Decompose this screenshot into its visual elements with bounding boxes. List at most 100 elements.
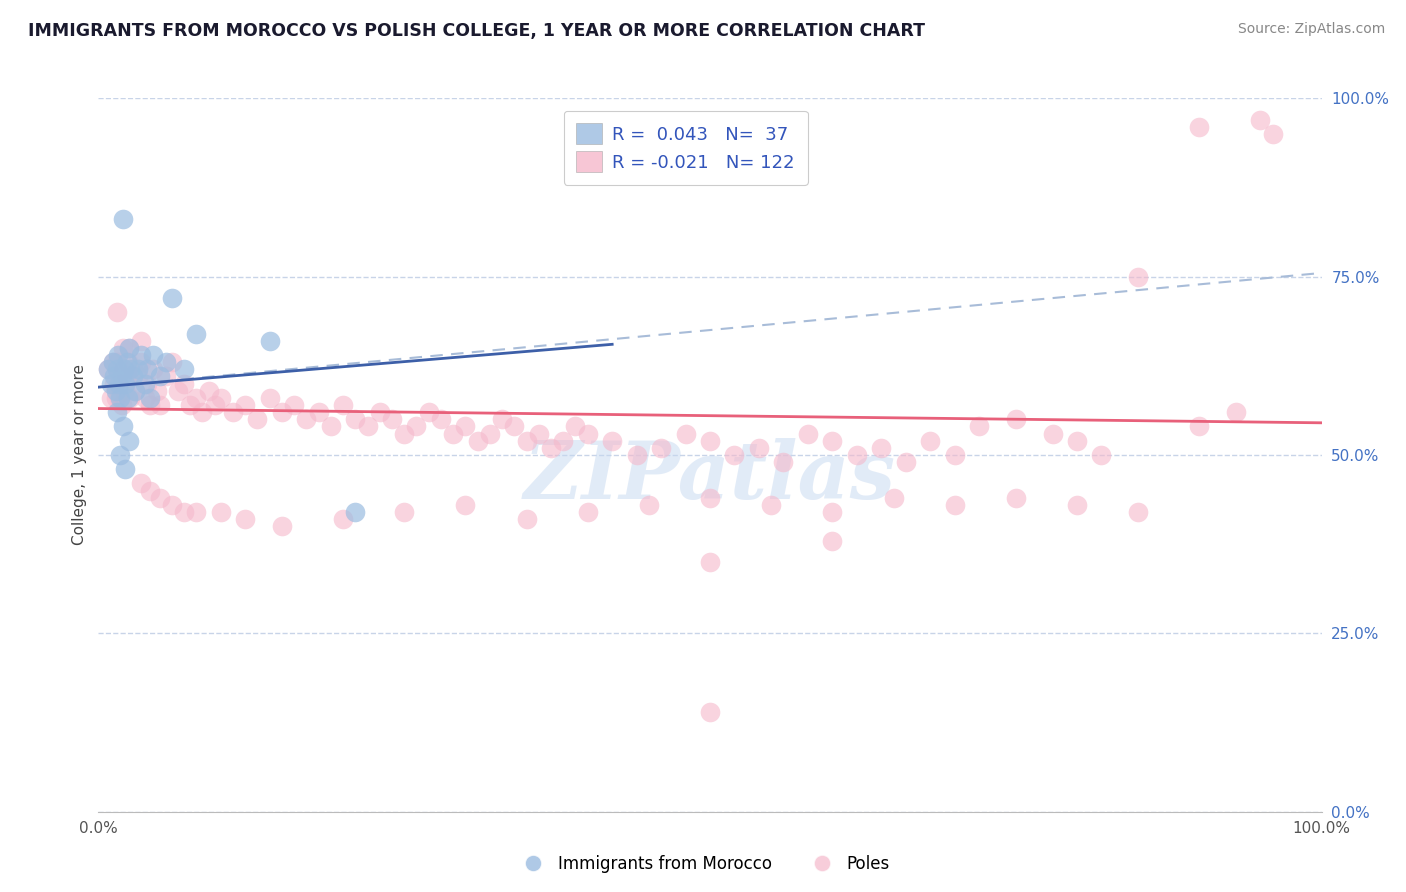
Point bbox=[233, 398, 256, 412]
Point bbox=[139, 391, 162, 405]
Point bbox=[160, 291, 183, 305]
Point bbox=[129, 348, 152, 362]
Text: ZIPatlas: ZIPatlas bbox=[524, 438, 896, 515]
Point bbox=[491, 412, 513, 426]
Point bbox=[699, 705, 721, 719]
Point bbox=[118, 341, 141, 355]
Point bbox=[105, 405, 128, 419]
Point bbox=[118, 369, 141, 384]
Point bbox=[100, 391, 122, 405]
Point bbox=[356, 419, 378, 434]
Point bbox=[108, 391, 131, 405]
Point bbox=[1004, 412, 1026, 426]
Point bbox=[127, 369, 149, 384]
Point bbox=[478, 426, 501, 441]
Point bbox=[821, 533, 844, 548]
Point bbox=[295, 412, 318, 426]
Point bbox=[173, 362, 195, 376]
Point bbox=[454, 498, 477, 512]
Point bbox=[204, 398, 226, 412]
Point bbox=[105, 305, 128, 319]
Point bbox=[108, 376, 131, 391]
Point bbox=[920, 434, 942, 448]
Point bbox=[101, 355, 124, 369]
Point bbox=[259, 334, 281, 348]
Point bbox=[118, 434, 141, 448]
Point bbox=[553, 434, 575, 448]
Point bbox=[441, 426, 464, 441]
Point bbox=[761, 498, 783, 512]
Point bbox=[160, 498, 183, 512]
Point bbox=[111, 398, 134, 412]
Point bbox=[124, 384, 146, 398]
Point bbox=[344, 505, 367, 519]
Point bbox=[160, 355, 183, 369]
Point bbox=[821, 505, 844, 519]
Point bbox=[173, 376, 195, 391]
Point bbox=[723, 448, 745, 462]
Point bbox=[112, 362, 135, 376]
Point bbox=[967, 419, 990, 434]
Point bbox=[1090, 448, 1112, 462]
Point bbox=[943, 498, 966, 512]
Point bbox=[332, 512, 354, 526]
Point bbox=[114, 376, 136, 391]
Point bbox=[344, 412, 367, 426]
Point bbox=[186, 326, 208, 341]
Point bbox=[1066, 434, 1088, 448]
Y-axis label: College, 1 year or more: College, 1 year or more bbox=[72, 365, 87, 545]
Point bbox=[259, 391, 281, 405]
Point bbox=[332, 398, 354, 412]
Point bbox=[467, 434, 489, 448]
Point bbox=[103, 376, 125, 391]
Point bbox=[118, 341, 141, 355]
Point bbox=[149, 369, 172, 384]
Legend: Immigrants from Morocco, Poles: Immigrants from Morocco, Poles bbox=[509, 848, 897, 880]
Point bbox=[107, 376, 129, 391]
Point bbox=[1225, 405, 1247, 419]
Point bbox=[134, 376, 156, 391]
Point bbox=[576, 505, 599, 519]
Point bbox=[797, 426, 820, 441]
Point bbox=[368, 405, 391, 419]
Point bbox=[638, 498, 661, 512]
Point bbox=[117, 391, 139, 405]
Point bbox=[650, 441, 672, 455]
Point bbox=[392, 426, 416, 441]
Point bbox=[149, 398, 172, 412]
Point bbox=[111, 419, 134, 434]
Point bbox=[110, 391, 132, 405]
Point bbox=[97, 362, 120, 376]
Point bbox=[127, 362, 149, 376]
Point bbox=[527, 426, 550, 441]
Point bbox=[136, 376, 159, 391]
Point bbox=[821, 434, 844, 448]
Point bbox=[167, 384, 190, 398]
Point bbox=[186, 505, 208, 519]
Point bbox=[503, 419, 526, 434]
Point bbox=[129, 355, 152, 369]
Point bbox=[308, 405, 330, 419]
Point bbox=[97, 362, 120, 376]
Point bbox=[124, 384, 146, 398]
Point bbox=[101, 355, 124, 369]
Point bbox=[197, 384, 219, 398]
Point bbox=[699, 491, 721, 505]
Point bbox=[129, 476, 152, 491]
Point bbox=[1261, 127, 1284, 141]
Point bbox=[1128, 505, 1150, 519]
Point bbox=[626, 448, 648, 462]
Point bbox=[1249, 112, 1271, 127]
Point bbox=[173, 505, 195, 519]
Point bbox=[392, 505, 416, 519]
Point bbox=[246, 412, 269, 426]
Point bbox=[112, 362, 135, 376]
Point bbox=[115, 369, 138, 384]
Point bbox=[748, 441, 770, 455]
Point bbox=[675, 426, 697, 441]
Point bbox=[870, 441, 893, 455]
Point bbox=[191, 405, 214, 419]
Point bbox=[186, 391, 208, 405]
Point bbox=[146, 384, 169, 398]
Point bbox=[110, 376, 132, 391]
